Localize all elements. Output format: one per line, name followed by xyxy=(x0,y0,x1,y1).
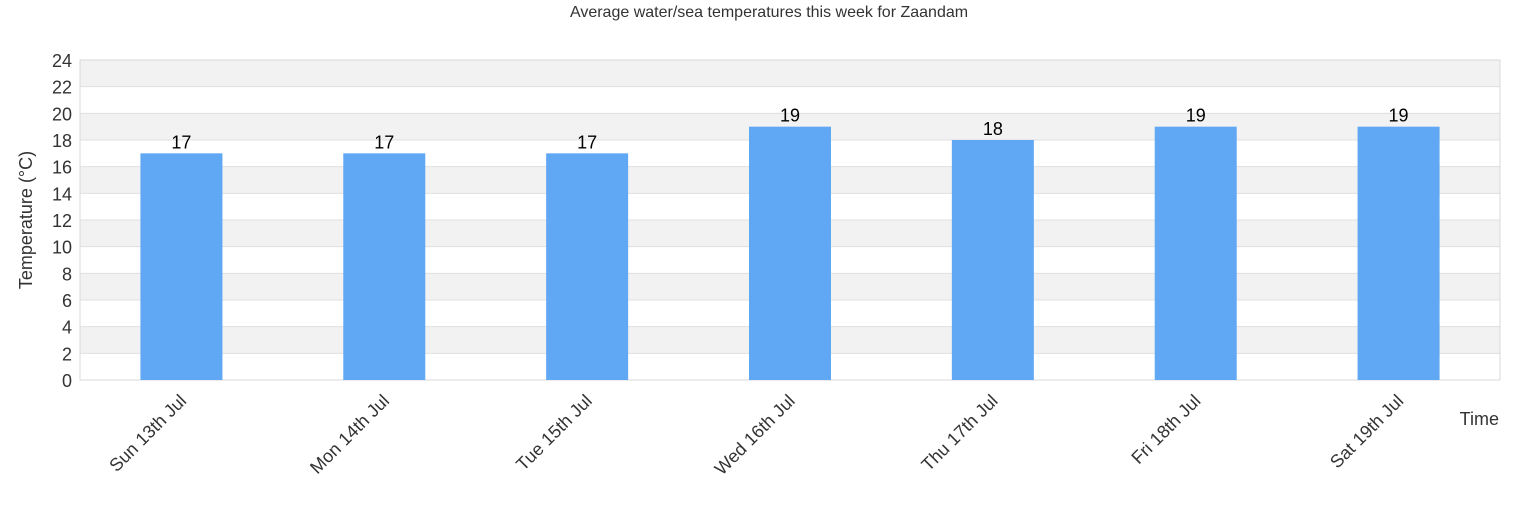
y-tick-label: 0 xyxy=(62,371,72,391)
y-tick-label: 14 xyxy=(52,184,72,204)
x-tick-label: Fri 18th Jul xyxy=(1127,391,1204,468)
y-tick-label: 8 xyxy=(62,264,72,284)
x-axis-title: Time xyxy=(1460,409,1499,429)
y-tick-label: 4 xyxy=(62,318,72,338)
data-label: 17 xyxy=(171,132,191,152)
x-tick-label: Sun 13th Jul xyxy=(105,391,190,476)
x-tick-label: Tue 15th Jul xyxy=(512,391,596,475)
y-tick-label: 6 xyxy=(62,291,72,311)
data-label: 17 xyxy=(374,132,394,152)
y-tick-label: 22 xyxy=(52,78,72,98)
y-tick-label: 10 xyxy=(52,238,72,258)
data-labels: 17 17 17 19 18 19 19 xyxy=(171,106,1408,153)
y-tick-label: 24 xyxy=(52,51,72,71)
bar xyxy=(343,153,426,380)
y-axis-title: Temperature (°C) xyxy=(16,151,36,289)
bar xyxy=(140,153,223,380)
bar xyxy=(951,140,1034,380)
data-label: 19 xyxy=(1389,106,1409,126)
bar xyxy=(546,153,629,380)
y-tick-label: 2 xyxy=(62,344,72,364)
y-tick-label: 18 xyxy=(52,131,72,151)
data-label: 17 xyxy=(577,132,597,152)
data-label: 18 xyxy=(983,119,1003,139)
data-label: 19 xyxy=(780,106,800,126)
x-tick-label: Sat 19th Jul xyxy=(1326,391,1407,472)
plot-band xyxy=(80,86,1500,114)
plot-band xyxy=(80,60,1500,87)
chart-title: Average water/sea temperatures this week… xyxy=(570,4,968,21)
bar-series xyxy=(140,126,1440,381)
x-tick-label: Thu 17th Jul xyxy=(917,391,1001,475)
x-tick-label: Wed 16th Jul xyxy=(711,391,799,479)
y-tick-label: 12 xyxy=(52,211,72,231)
x-tick-label: Mon 14th Jul xyxy=(306,391,393,478)
data-label: 19 xyxy=(1186,106,1206,126)
x-axis-tick-labels: Sun 13th Jul Mon 14th Jul Tue 15th Jul Wed … xyxy=(105,391,1407,479)
bar xyxy=(1154,126,1237,381)
bar xyxy=(749,126,831,381)
y-tick-label: 20 xyxy=(52,104,72,124)
bar xyxy=(1357,126,1440,381)
y-tick-label: 16 xyxy=(52,158,72,178)
